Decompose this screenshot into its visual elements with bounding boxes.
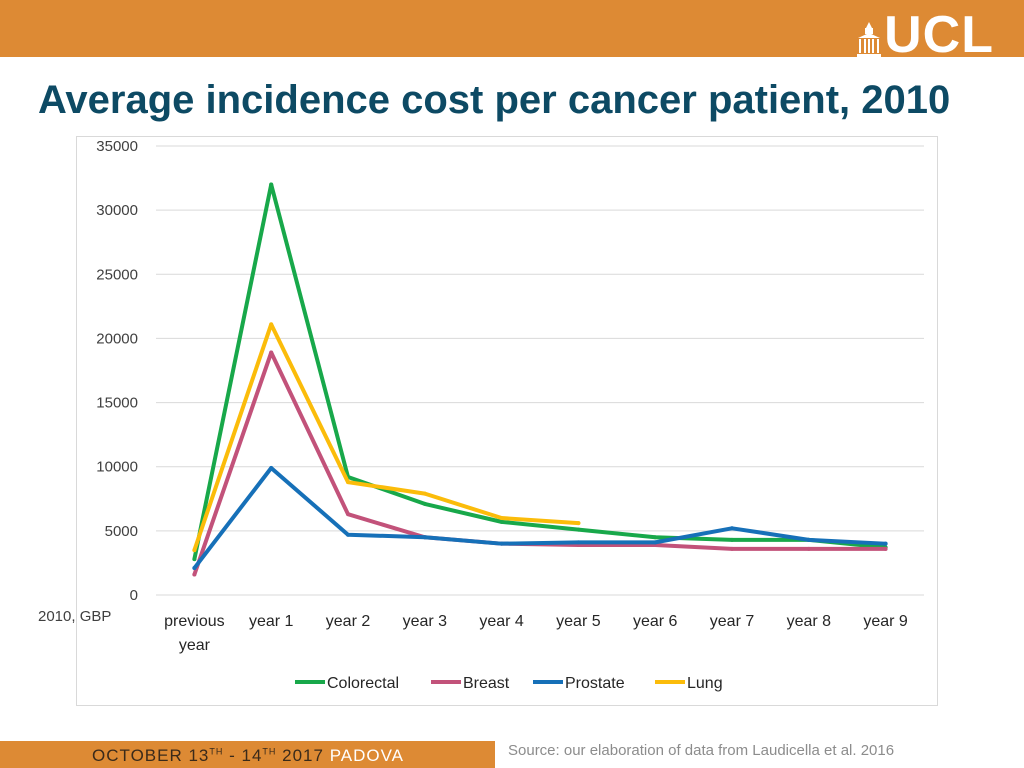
legend-label-breast: Breast (463, 675, 510, 692)
x-tick-label: year (179, 637, 211, 654)
x-tick-label: year 8 (787, 613, 832, 630)
series-line-prostate (192, 465, 888, 571)
y-tick-label: 0 (130, 587, 138, 604)
y-tick-label: 35000 (96, 138, 138, 155)
data-point-colorectal (499, 519, 504, 524)
event-date-end: - 14 (223, 746, 263, 765)
data-point-lung (346, 480, 350, 485)
y-tick-label: 10000 (96, 459, 138, 476)
data-point-colorectal (192, 557, 197, 562)
event-suffix-1: TH (209, 746, 224, 757)
x-tick-label: year 9 (863, 613, 908, 630)
data-point-lung (499, 516, 504, 521)
x-tick-label: year 7 (710, 613, 755, 630)
y-tick-label: 20000 (96, 330, 138, 347)
data-point-colorectal (653, 535, 658, 540)
data-point-prostate (346, 532, 350, 537)
event-date-start: OCTOBER 13 (92, 746, 210, 765)
header-bar: UCL (0, 0, 1024, 64)
x-tick-label: year 1 (249, 613, 294, 630)
data-point-breast (269, 350, 274, 355)
data-point-prostate (806, 537, 811, 542)
series-line-lung (192, 322, 581, 553)
data-point-lung (192, 548, 197, 553)
x-tick-label: previous (164, 613, 224, 630)
data-point-lung (269, 322, 274, 327)
data-point-prostate (883, 541, 888, 546)
x-tick-label: year 4 (479, 613, 524, 630)
data-point-prostate (422, 535, 427, 540)
y-tick-label: 25000 (96, 266, 138, 283)
x-tick-label: year 6 (633, 613, 678, 630)
y-tick-label: 30000 (96, 202, 138, 219)
data-point-prostate (192, 566, 197, 571)
y-tick-label: 5000 (105, 523, 138, 540)
event-suffix-2: TH (262, 746, 277, 757)
series-line-colorectal (192, 182, 888, 562)
x-tick-label: year 5 (556, 613, 601, 630)
data-point-prostate (269, 465, 274, 470)
data-point-colorectal (730, 537, 734, 542)
chart-frame: 0 5000 10000 15000 20000 25000 30000 35000 previ… (76, 136, 938, 706)
x-tick-label: year 3 (403, 613, 448, 630)
ucl-portico-icon (857, 22, 882, 57)
legend-label-prostate: Prostate (565, 675, 625, 692)
footer-bar (0, 741, 495, 768)
data-point-prostate (653, 540, 658, 545)
data-point-breast (192, 572, 197, 577)
y-tick-label: 15000 (96, 395, 138, 412)
data-point-prostate (730, 526, 734, 531)
data-point-breast (730, 546, 734, 551)
page-title: Average incidence cost per cancer patien… (38, 78, 951, 122)
unit-note: 2010, GBP (38, 608, 112, 625)
data-point-breast (346, 512, 350, 517)
legend-label-colorectal: Colorectal (327, 675, 399, 692)
line-chart: 0 5000 10000 15000 20000 25000 30000 35000 previ… (96, 138, 924, 692)
data-point-breast (806, 546, 811, 551)
data-point-colorectal (576, 527, 581, 532)
data-point-colorectal (269, 182, 274, 187)
ucl-logo: UCL (854, 6, 994, 64)
ucl-logo-text: UCL (884, 6, 994, 64)
event-year: 2017 (276, 746, 330, 765)
data-point-prostate (576, 540, 581, 545)
event-city: PADOVA (329, 746, 405, 765)
data-point-colorectal (422, 501, 427, 506)
data-point-breast (883, 546, 888, 551)
source-note: Source: our elaboration of data from Lau… (508, 742, 895, 759)
legend-label-lung: Lung (687, 675, 723, 692)
x-tick-label: year 2 (326, 613, 371, 630)
data-point-lung (422, 491, 427, 496)
data-point-prostate (499, 541, 504, 546)
event-dates: OCTOBER 13TH - 14TH 2017 PADOVA (92, 746, 404, 766)
data-point-lung (576, 521, 581, 526)
